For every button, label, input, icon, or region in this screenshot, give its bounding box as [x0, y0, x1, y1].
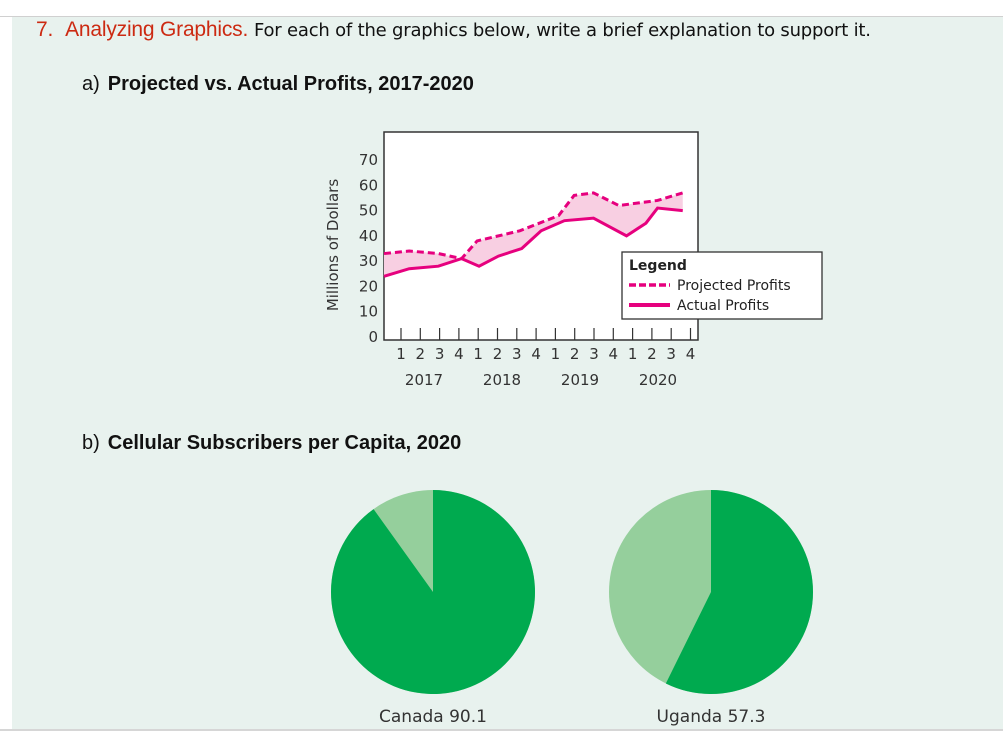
y-tick-label: 30	[359, 252, 378, 270]
quarter-label: 3	[435, 345, 445, 363]
y-tick-label: 60	[359, 176, 378, 194]
part-a-heading: a) Projected vs. Actual Profits, 2017-202…	[82, 73, 474, 96]
quarter-label: 2	[647, 345, 657, 363]
gap-fill-area	[384, 192, 683, 277]
year-label: 2017	[405, 371, 443, 389]
part-b-letter: b)	[82, 432, 100, 454]
legend-actual-label: Actual Profits	[677, 298, 769, 314]
y-axis-label: Millions of Dollars	[324, 179, 342, 312]
quarter-label: 1	[473, 345, 483, 363]
quarter-label: 4	[686, 345, 696, 363]
question-prompt: For each of the graphics below, write a …	[253, 20, 871, 41]
question-keyword: Analyzing Graphics.	[65, 18, 249, 41]
quarter-label: 3	[512, 345, 522, 363]
quarter-label: 3	[666, 345, 676, 363]
quarter-label: 1	[551, 345, 561, 363]
x-axis-year-labels: 2017 2018 2019 2020	[405, 371, 677, 389]
quarter-label: 1	[396, 345, 406, 363]
legend-projected-label: Projected Profits	[677, 278, 791, 294]
quarter-label: 1	[628, 345, 638, 363]
quarter-label: 4	[609, 345, 619, 363]
chart-legend: Legend Projected Profits Actual Profits	[621, 251, 823, 320]
y-tick-label: 40	[359, 227, 378, 245]
pie-chart-canada: Canada 90.1	[331, 490, 536, 727]
canada-pie-subscribers-slice	[331, 490, 536, 695]
quarter-label: 4	[531, 345, 541, 363]
year-label: 2020	[639, 371, 677, 389]
part-b-title: Cellular Subscribers per Capita, 2020	[107, 432, 462, 454]
y-tick-label: 0	[368, 328, 378, 346]
part-a-letter: a)	[82, 73, 100, 95]
y-tick-label: 70	[359, 151, 378, 169]
canada-pie-label: Canada 90.1	[379, 707, 487, 727]
part-b-heading: b) Cellular Subscribers per Capita, 2020	[82, 432, 461, 455]
x-axis-ticks	[400, 328, 692, 340]
projected-profits-line	[383, 191, 684, 261]
quarter-label: 2	[570, 345, 580, 363]
part-a-title: Projected vs. Actual Profits, 2017-2020	[107, 73, 474, 95]
bottom-divider	[0, 729, 1003, 731]
y-tick-label: 20	[359, 277, 378, 295]
y-tick-label: 10	[359, 303, 378, 321]
quarter-label: 2	[493, 345, 503, 363]
pie-chart-uganda: Uganda 57.3	[609, 490, 813, 727]
question-number: 7.	[36, 18, 54, 41]
legend-title: Legend	[629, 258, 687, 274]
quarter-label: 2	[416, 345, 426, 363]
y-tick-label: 50	[359, 202, 378, 220]
top-divider	[0, 16, 1003, 17]
uganda-pie-label: Uganda 57.3	[657, 707, 766, 727]
uganda-pie-subscribers-slice	[665, 490, 813, 694]
year-label: 2019	[561, 371, 599, 389]
question-heading: 7. Analyzing Graphics. For each of the gr…	[36, 18, 871, 42]
actual-profits-line	[383, 206, 683, 278]
year-label: 2018	[483, 371, 521, 389]
quarter-label: 4	[454, 345, 464, 363]
quarter-label: 3	[589, 345, 599, 363]
y-axis-tick-labels: 0 10 20 30 40 50 60 70	[359, 151, 378, 346]
